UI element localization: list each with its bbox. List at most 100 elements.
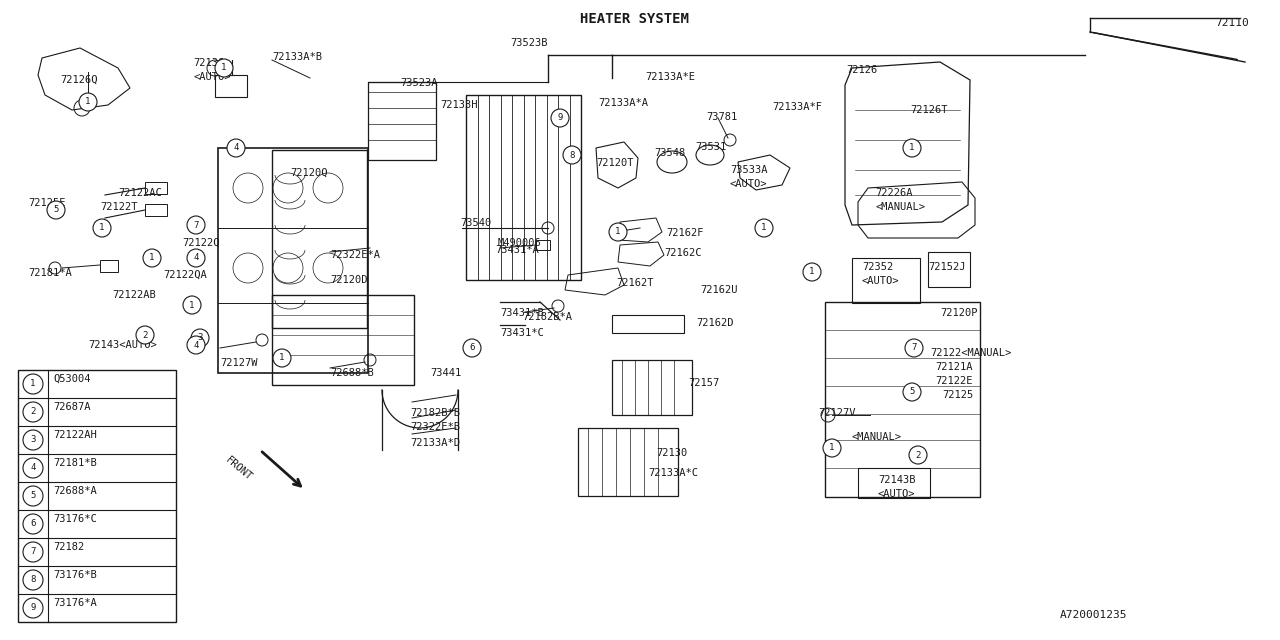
Circle shape (23, 486, 44, 506)
Circle shape (23, 542, 44, 562)
Text: 6: 6 (470, 344, 475, 353)
Text: 73431*A: 73431*A (495, 245, 539, 255)
Text: 72122AH: 72122AH (52, 430, 97, 440)
Text: 72182B*A: 72182B*A (522, 312, 572, 322)
Text: 72122AB: 72122AB (113, 290, 156, 300)
Text: 73176*B: 73176*B (52, 570, 97, 580)
Text: 1: 1 (762, 223, 767, 232)
Text: 3: 3 (197, 333, 202, 342)
Text: 2: 2 (915, 451, 920, 460)
Circle shape (902, 383, 922, 401)
Circle shape (23, 598, 44, 618)
Text: M490006: M490006 (498, 238, 541, 248)
Circle shape (823, 439, 841, 457)
Text: 72352: 72352 (861, 262, 893, 272)
Text: Q53004: Q53004 (52, 374, 91, 384)
Text: 72143<AUTO>: 72143<AUTO> (88, 340, 156, 350)
Text: 72122QA: 72122QA (163, 270, 207, 280)
Circle shape (23, 374, 44, 394)
Text: 72122AC: 72122AC (118, 188, 161, 198)
Text: 5: 5 (54, 205, 59, 214)
Text: 72133A*D: 72133A*D (410, 438, 460, 448)
Circle shape (803, 263, 820, 281)
Text: 72322E*A: 72322E*A (330, 250, 380, 260)
Text: 4: 4 (193, 253, 198, 262)
Circle shape (191, 329, 209, 347)
Text: 72122T: 72122T (100, 202, 137, 212)
Text: 72133A*F: 72133A*F (772, 102, 822, 112)
Text: <MANUAL>: <MANUAL> (876, 202, 925, 212)
Text: 73176*A: 73176*A (52, 598, 97, 608)
Text: 72133A*B: 72133A*B (273, 52, 323, 62)
Text: 73548: 73548 (654, 148, 685, 158)
Circle shape (47, 201, 65, 219)
Text: 72126Q: 72126Q (60, 75, 97, 85)
Bar (612, 315, 684, 333)
Text: FRONT: FRONT (224, 455, 253, 483)
Text: 72162C: 72162C (664, 248, 701, 258)
Text: 73781: 73781 (707, 112, 737, 122)
Text: 72126T: 72126T (910, 105, 947, 115)
Text: 72143B: 72143B (878, 475, 915, 485)
Circle shape (23, 430, 44, 450)
Text: 2: 2 (142, 330, 147, 339)
Text: 4: 4 (31, 463, 36, 472)
Text: 72125E: 72125E (28, 198, 65, 208)
Circle shape (902, 139, 922, 157)
Text: 72120Q: 72120Q (291, 168, 328, 178)
Text: 1: 1 (616, 227, 621, 237)
Text: <AUTO>: <AUTO> (193, 72, 230, 82)
Circle shape (215, 59, 233, 77)
Text: <AUTO>: <AUTO> (861, 276, 900, 286)
Text: 9: 9 (557, 113, 563, 122)
Text: 9: 9 (31, 604, 36, 612)
Text: 1: 1 (809, 268, 814, 276)
Circle shape (463, 339, 481, 357)
Circle shape (273, 349, 291, 367)
Circle shape (187, 216, 205, 234)
Text: 7: 7 (911, 344, 916, 353)
Text: <AUTO>: <AUTO> (730, 179, 768, 189)
Text: 4: 4 (193, 340, 198, 349)
Text: 1: 1 (279, 353, 284, 362)
Circle shape (227, 139, 244, 157)
Bar (145, 204, 166, 216)
Text: 72120P: 72120P (940, 308, 978, 318)
Text: 72126: 72126 (846, 65, 877, 75)
Text: 72687A: 72687A (52, 402, 91, 412)
Circle shape (23, 402, 44, 422)
Text: 73523B: 73523B (509, 38, 548, 48)
Text: 73533A: 73533A (730, 165, 768, 175)
Text: 73531: 73531 (695, 142, 726, 152)
Text: 3: 3 (31, 435, 36, 445)
Text: 8: 8 (31, 575, 36, 584)
Text: 1: 1 (31, 380, 36, 388)
Text: 72152J: 72152J (928, 262, 965, 272)
Text: 72162D: 72162D (696, 318, 733, 328)
Bar (215, 75, 247, 97)
Text: HEATER SYSTEM: HEATER SYSTEM (580, 12, 689, 26)
Text: 72157: 72157 (689, 378, 719, 388)
Text: 1: 1 (909, 143, 915, 152)
Text: 72181*A: 72181*A (28, 268, 72, 278)
Text: 72133H: 72133H (440, 100, 477, 110)
Text: 72181*B: 72181*B (52, 458, 97, 468)
Text: 72120D: 72120D (330, 275, 367, 285)
Circle shape (23, 458, 44, 478)
Bar (612, 360, 692, 415)
Circle shape (143, 249, 161, 267)
Text: 72688*A: 72688*A (52, 486, 97, 496)
Text: <AUTO>: <AUTO> (878, 489, 915, 499)
Text: 72226A: 72226A (876, 188, 913, 198)
Text: 72322E*B: 72322E*B (410, 422, 460, 432)
Circle shape (187, 336, 205, 354)
Bar (218, 148, 369, 373)
Text: 72110: 72110 (1215, 18, 1249, 28)
Bar (18, 370, 177, 622)
Text: 1: 1 (829, 444, 835, 452)
Text: 73176*C: 73176*C (52, 514, 97, 524)
Bar (466, 95, 581, 280)
Circle shape (905, 339, 923, 357)
Bar (826, 302, 980, 497)
Text: 2: 2 (31, 408, 36, 417)
